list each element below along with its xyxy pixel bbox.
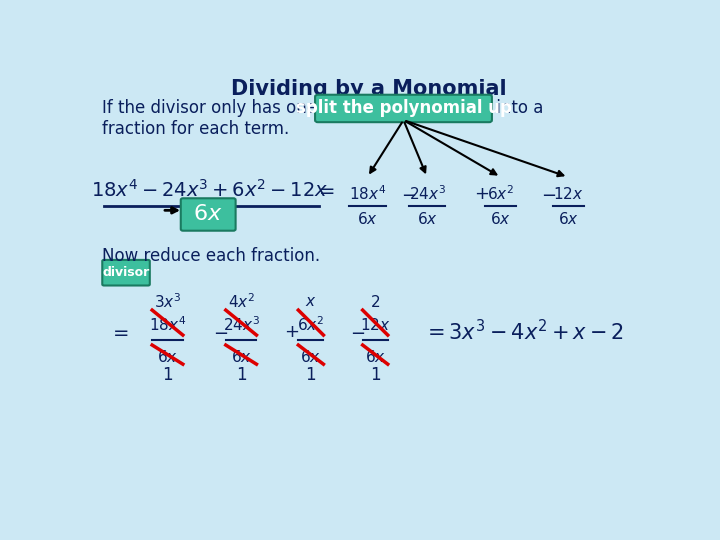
Text: split the polynomial up: split the polynomial up bbox=[295, 99, 511, 118]
Text: $6x$: $6x$ bbox=[357, 211, 378, 227]
Text: $2$: $2$ bbox=[370, 294, 380, 310]
Text: $4x^2$: $4x^2$ bbox=[228, 293, 255, 311]
FancyBboxPatch shape bbox=[315, 94, 492, 122]
Text: $6x$: $6x$ bbox=[230, 349, 251, 365]
Text: $-$: $-$ bbox=[541, 185, 557, 202]
Text: $-$: $-$ bbox=[401, 185, 416, 202]
Text: 1: 1 bbox=[305, 366, 316, 383]
Text: $18x^4$: $18x^4$ bbox=[149, 315, 186, 334]
Text: $+$: $+$ bbox=[474, 185, 489, 202]
FancyBboxPatch shape bbox=[181, 198, 235, 231]
Text: $6x$: $6x$ bbox=[300, 349, 321, 365]
Text: into a: into a bbox=[490, 99, 543, 118]
Text: $+$: $+$ bbox=[284, 323, 299, 341]
Text: $6x$: $6x$ bbox=[490, 211, 511, 227]
Text: $6x$: $6x$ bbox=[417, 211, 438, 227]
Text: $24x^3$: $24x^3$ bbox=[222, 315, 260, 334]
Text: fraction for each term.: fraction for each term. bbox=[102, 120, 289, 138]
Text: 1: 1 bbox=[236, 366, 246, 383]
Text: $18x^4-24x^3+6x^2-12x$: $18x^4-24x^3+6x^2-12x$ bbox=[91, 179, 329, 200]
Text: $18x^4$: $18x^4$ bbox=[348, 184, 386, 203]
Text: 1: 1 bbox=[162, 366, 173, 383]
Text: $12x$: $12x$ bbox=[360, 316, 390, 333]
Text: $24x^3$: $24x^3$ bbox=[409, 184, 446, 203]
Text: $=$: $=$ bbox=[315, 180, 335, 199]
Text: $6x^2$: $6x^2$ bbox=[297, 315, 325, 334]
Text: $=$: $=$ bbox=[109, 322, 130, 341]
Text: $6x^2$: $6x^2$ bbox=[487, 184, 514, 203]
Text: $-$: $-$ bbox=[212, 323, 228, 341]
Text: Now reduce each fraction.: Now reduce each fraction. bbox=[102, 247, 320, 265]
Text: divisor: divisor bbox=[102, 266, 149, 279]
Text: $x$: $x$ bbox=[305, 294, 317, 309]
Text: $-$: $-$ bbox=[350, 323, 365, 341]
Text: $3x^3$: $3x^3$ bbox=[154, 293, 181, 311]
Text: 1: 1 bbox=[370, 366, 380, 383]
FancyBboxPatch shape bbox=[102, 260, 150, 286]
Text: Dividing by a Monomial: Dividing by a Monomial bbox=[231, 79, 507, 99]
Text: $12x$: $12x$ bbox=[553, 186, 583, 202]
Text: $6x$: $6x$ bbox=[558, 211, 579, 227]
Text: $6x$: $6x$ bbox=[157, 349, 178, 365]
Text: If the divisor only has one term,: If the divisor only has one term, bbox=[102, 99, 367, 118]
Text: $6x$: $6x$ bbox=[193, 205, 222, 225]
Text: $6x$: $6x$ bbox=[365, 349, 386, 365]
Text: $= 3x^3 - 4x^2 + x - 2$: $= 3x^3 - 4x^2 + x - 2$ bbox=[423, 319, 624, 345]
